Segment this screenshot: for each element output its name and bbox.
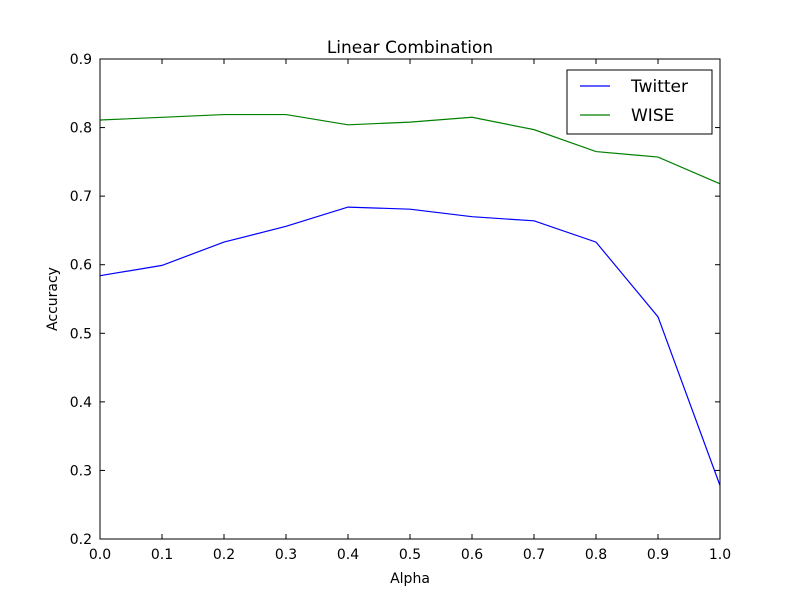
series-layer	[99, 113, 721, 486]
legend-label-twitter: Twitter	[630, 77, 688, 97]
y-tick-label: 0.6	[70, 258, 92, 274]
y-tick-label: 0.7	[70, 189, 92, 205]
chart-title: Linear Combination	[327, 38, 493, 58]
legend-label-wise: WISE	[631, 106, 674, 126]
x-tick-label: 0.4	[337, 547, 359, 563]
legend: Twitter WISE	[566, 69, 713, 135]
series-line-wise	[99, 113, 721, 185]
y-tick-label: 0.2	[70, 532, 92, 548]
x-tick-label: 0.1	[151, 547, 173, 563]
x-tick-label: 0.0	[89, 547, 111, 563]
y-tick-label: 0.9	[70, 52, 92, 68]
x-tick-label: 0.6	[461, 547, 483, 563]
legend-frame	[566, 69, 713, 135]
x-tick-label: 0.3	[275, 547, 297, 563]
y-tick-label: 0.5	[70, 326, 92, 342]
y-tick-label: 0.8	[70, 121, 92, 137]
y-tick-label: 0.3	[70, 463, 92, 479]
x-tick-label: 1.0	[709, 547, 731, 563]
x-tick-label: 0.5	[399, 547, 421, 563]
x-tick-label: 0.7	[523, 547, 545, 563]
series-line-twitter	[99, 206, 721, 486]
ticks-layer: 0.0 0.1 0.2 0.3 0.4 0.5 0.6 0.7 0.8 0.9 1.0 0.2 0.3 0…	[70, 52, 731, 563]
y-tick-label: 0.4	[70, 395, 92, 411]
x-tick-label: 0.9	[647, 547, 669, 563]
x-tick-label: 0.8	[585, 547, 607, 563]
x-tick-label: 0.2	[213, 547, 235, 563]
y-axis-title: Accuracy	[45, 267, 61, 331]
x-axis-title: Alpha	[390, 571, 430, 587]
